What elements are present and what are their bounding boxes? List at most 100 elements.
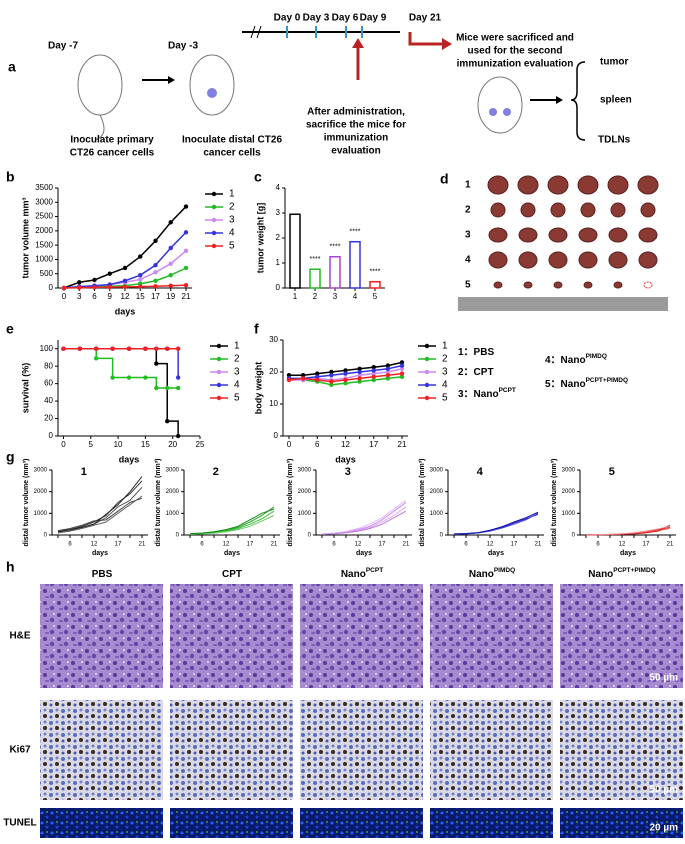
note: evaluation bbox=[331, 146, 380, 157]
tumor-photo bbox=[580, 202, 596, 218]
row-label: 2 bbox=[465, 205, 471, 216]
step-segment bbox=[167, 420, 179, 436]
x-tick-label: 5 bbox=[373, 292, 378, 301]
tumor-photo bbox=[577, 175, 599, 195]
y-tick-label: 100 bbox=[40, 344, 54, 353]
marker bbox=[126, 375, 132, 380]
marker bbox=[92, 285, 97, 290]
marker bbox=[61, 285, 67, 291]
tumor-photo bbox=[553, 281, 563, 289]
y-tick-label: 2500 bbox=[35, 212, 53, 221]
legend-label: 4 bbox=[442, 380, 448, 391]
marker bbox=[343, 368, 348, 373]
organ: tumor bbox=[600, 57, 628, 68]
marker bbox=[385, 363, 391, 368]
label-text: Nano bbox=[588, 569, 613, 580]
marker bbox=[77, 285, 82, 290]
x-tick-label: 3 bbox=[333, 292, 338, 301]
x-tick-label: 21 bbox=[182, 292, 191, 301]
marker bbox=[329, 379, 334, 384]
line bbox=[57, 495, 143, 534]
y-tick-label: 0 bbox=[49, 283, 54, 292]
legend-label: 1 bbox=[229, 189, 235, 200]
bar bbox=[309, 268, 321, 289]
bar bbox=[289, 213, 301, 289]
label-sup: PCPT+PIMDQ bbox=[613, 567, 655, 574]
y-tick-label: 3000 bbox=[430, 468, 444, 474]
marker bbox=[286, 373, 292, 378]
marker bbox=[175, 433, 181, 439]
x-tick-label: 9 bbox=[108, 292, 113, 301]
x-tick-label: 2 bbox=[313, 292, 318, 301]
y-axis-label: survival (%) bbox=[20, 363, 30, 414]
y-axis-label: body weight bbox=[253, 362, 263, 415]
panel-label: h bbox=[6, 559, 15, 575]
marker bbox=[154, 346, 159, 351]
line bbox=[189, 508, 275, 535]
tumor-photo bbox=[493, 281, 503, 289]
marker bbox=[110, 346, 115, 351]
marker bbox=[165, 346, 170, 351]
legend-marker bbox=[424, 395, 430, 401]
x-tick-label: 6 bbox=[315, 440, 320, 449]
x-axis-label: days bbox=[335, 454, 356, 464]
y-axis-label: tumor weight [g] bbox=[255, 203, 265, 274]
marker bbox=[138, 284, 143, 289]
row-label: 1 bbox=[465, 180, 471, 191]
x-tick-label: 21 bbox=[403, 542, 410, 548]
micrograph bbox=[170, 700, 293, 800]
x-tick-label: 21 bbox=[271, 542, 278, 548]
schematic-text: Day -7 Day -3 Inoculate primary CT26 can… bbox=[48, 13, 632, 159]
bar bbox=[349, 241, 361, 289]
y-tick-label: 3 bbox=[276, 208, 281, 217]
step-segment bbox=[145, 347, 158, 364]
marker bbox=[153, 238, 158, 244]
tumor-photo bbox=[523, 281, 533, 289]
marker bbox=[153, 278, 158, 284]
step-segment bbox=[167, 347, 179, 378]
row-label: 5 bbox=[465, 280, 471, 291]
x-tick-label: 5 bbox=[89, 440, 94, 449]
label-sup: PCPT+PIMDQ bbox=[586, 377, 628, 384]
x-tick-label: 0 bbox=[61, 440, 66, 449]
marker bbox=[94, 346, 99, 351]
day: Day 0 bbox=[274, 13, 301, 24]
y-tick-label: 2000 bbox=[34, 489, 48, 495]
marker bbox=[183, 265, 189, 271]
day: Day 9 bbox=[360, 13, 387, 24]
tumor-photo bbox=[520, 202, 536, 218]
red-arrow bbox=[408, 32, 445, 46]
legend-label: 5 bbox=[442, 393, 448, 404]
x-tick-label: 6 bbox=[200, 542, 204, 548]
x-tick-label: 6 bbox=[596, 542, 600, 548]
scale-bar-label: 50 µm bbox=[649, 785, 678, 796]
marker bbox=[168, 245, 173, 251]
marker bbox=[94, 356, 99, 361]
x-tick-label: 6 bbox=[464, 542, 468, 548]
y-axis-label: distal tumor volume (mm³) bbox=[155, 459, 162, 547]
y-tick-label: 0 bbox=[176, 533, 180, 539]
marker bbox=[357, 373, 362, 378]
marker bbox=[357, 369, 362, 375]
y-tick-label: 2000 bbox=[35, 226, 53, 235]
tumor-photo bbox=[583, 281, 593, 289]
legend-marker bbox=[216, 369, 222, 375]
y-tick-label: 30 bbox=[269, 335, 278, 344]
label: PBS bbox=[92, 569, 113, 580]
y-tick-label: 2000 bbox=[430, 489, 444, 495]
marker bbox=[138, 277, 143, 282]
x-tick-label: 17 bbox=[151, 292, 160, 301]
tumor-photo bbox=[517, 175, 539, 195]
note: After administration, bbox=[307, 107, 405, 118]
marker bbox=[286, 377, 292, 383]
step-text: CT26 cancer cells bbox=[70, 148, 155, 159]
chart-title: 4 bbox=[477, 466, 484, 478]
micrograph bbox=[170, 584, 293, 688]
panel-label: b bbox=[6, 169, 15, 185]
y-tick-label: 3000 bbox=[34, 468, 48, 474]
legend-label: 1 bbox=[234, 341, 240, 352]
label-text: CPT bbox=[222, 569, 242, 580]
tumor-photo bbox=[488, 251, 508, 269]
x-tick-label: 17 bbox=[247, 542, 254, 548]
x-tick-label: 17 bbox=[511, 542, 518, 548]
